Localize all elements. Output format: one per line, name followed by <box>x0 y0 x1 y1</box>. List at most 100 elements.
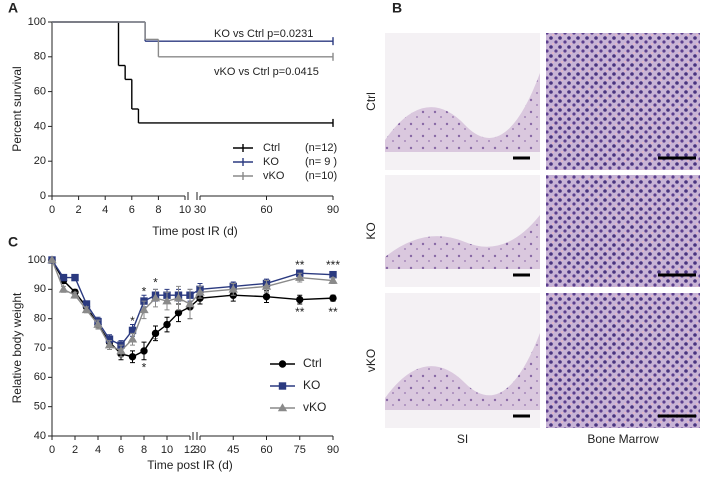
x-tick-label: 8 <box>141 444 147 456</box>
data-point <box>128 353 137 361</box>
x-tick-label: 10 <box>179 204 191 216</box>
data-point <box>70 290 80 299</box>
legend-n: (n=10) <box>305 170 337 182</box>
x-axis-label: Time post IR (d) <box>152 224 238 238</box>
data-point <box>104 340 115 349</box>
data-point <box>228 284 238 293</box>
legend-label: vKO <box>263 170 285 182</box>
legend-marker <box>278 360 287 368</box>
x-tick-label: 75 <box>294 444 306 456</box>
data-point <box>58 284 69 293</box>
x-tick-label: 4 <box>95 444 101 456</box>
data-point <box>151 329 160 338</box>
y-tick-label: 50 <box>34 401 46 413</box>
panel-label: C <box>8 234 18 250</box>
row-label: KO <box>364 222 378 239</box>
x-tick-label: 60 <box>260 444 272 456</box>
data-point <box>261 281 272 290</box>
y-tick-label: 80 <box>34 51 46 63</box>
legend-label: Ctrl <box>303 356 322 370</box>
x-tick-label: 4 <box>102 204 108 216</box>
legend-marker <box>277 403 288 412</box>
row-label: Ctrl <box>364 92 378 111</box>
y-tick-label: 70 <box>34 342 46 354</box>
tissue <box>385 215 540 269</box>
x-axis-label: Time post IR (d) <box>147 458 233 472</box>
x-tick-label: 2 <box>76 204 82 216</box>
histology-image <box>546 33 700 170</box>
data-point <box>195 287 205 296</box>
legend-label: Ctrl <box>263 142 280 154</box>
histology-image <box>546 175 700 287</box>
tissue <box>385 333 540 410</box>
data-point <box>47 255 57 264</box>
panel-label: B <box>392 0 402 16</box>
data-point <box>59 273 68 282</box>
x-tick-label: 45 <box>227 444 239 456</box>
y-tick-label: 20 <box>34 155 46 167</box>
histology-image <box>385 175 540 287</box>
data-point <box>328 275 338 284</box>
legend-marker <box>278 382 287 390</box>
panel-label: A <box>8 0 18 16</box>
data-point <box>81 305 92 314</box>
x-tick-label: 30 <box>194 204 206 216</box>
data-point <box>127 334 138 343</box>
data-point <box>140 347 148 355</box>
significance: ** <box>295 258 305 272</box>
x-tick-label: 8 <box>155 204 161 216</box>
significance: * <box>153 276 158 290</box>
x-tick-label: 2 <box>72 444 78 456</box>
significance: * <box>130 314 135 328</box>
data-point <box>139 305 149 314</box>
y-tick-label: 80 <box>34 313 46 325</box>
data-point <box>93 319 103 328</box>
significance: *** <box>326 258 340 272</box>
significance: * <box>142 284 147 298</box>
series-line <box>51 259 334 346</box>
legend-n: (n=12) <box>305 142 337 154</box>
data-point <box>162 296 172 305</box>
significance: ** <box>328 305 338 319</box>
significance: ** <box>295 305 305 319</box>
data-point <box>116 346 126 355</box>
column-label: SI <box>457 432 468 446</box>
legend-label: KO <box>303 378 320 392</box>
data-point <box>185 299 195 308</box>
tissue <box>385 73 540 152</box>
y-tick-label: 40 <box>34 430 46 442</box>
y-tick-label: 40 <box>34 120 46 132</box>
x-tick-label: 12 <box>184 444 196 456</box>
y-axis-label: Relative body weight <box>10 292 24 403</box>
legend-label: KO <box>263 156 279 168</box>
y-tick-label: 0 <box>40 190 46 202</box>
x-tick-label: 90 <box>327 444 339 456</box>
data-point <box>296 295 304 304</box>
y-axis-label: Percent survival <box>10 66 24 151</box>
x-tick-label: 10 <box>161 444 173 456</box>
legend-n: (n= 9 ) <box>305 156 337 168</box>
x-tick-label: 90 <box>327 204 339 216</box>
y-tick-label: 60 <box>34 371 46 383</box>
x-tick-label: 30 <box>194 444 206 456</box>
histology-image <box>546 293 700 428</box>
annotation: KO vs Ctrl p=0.0231 <box>214 28 313 40</box>
y-tick-label: 100 <box>28 16 46 28</box>
annotation: vKO vs Ctrl p=0.0415 <box>214 66 319 78</box>
data-point <box>329 294 337 302</box>
significance: * <box>142 361 147 375</box>
data-point <box>163 320 171 329</box>
data-point <box>262 292 271 301</box>
x-tick-label: 60 <box>260 204 272 216</box>
row-label: vKO <box>364 349 378 372</box>
data-point <box>173 293 184 302</box>
legend-label: vKO <box>303 400 326 414</box>
y-tick-label: 90 <box>34 283 46 295</box>
column-label: Bone Marrow <box>587 432 659 446</box>
x-tick-label: 0 <box>49 204 55 216</box>
data-point <box>71 273 79 282</box>
data-point <box>150 293 161 302</box>
y-tick-label: 60 <box>34 86 46 98</box>
x-tick-label: 0 <box>49 444 55 456</box>
